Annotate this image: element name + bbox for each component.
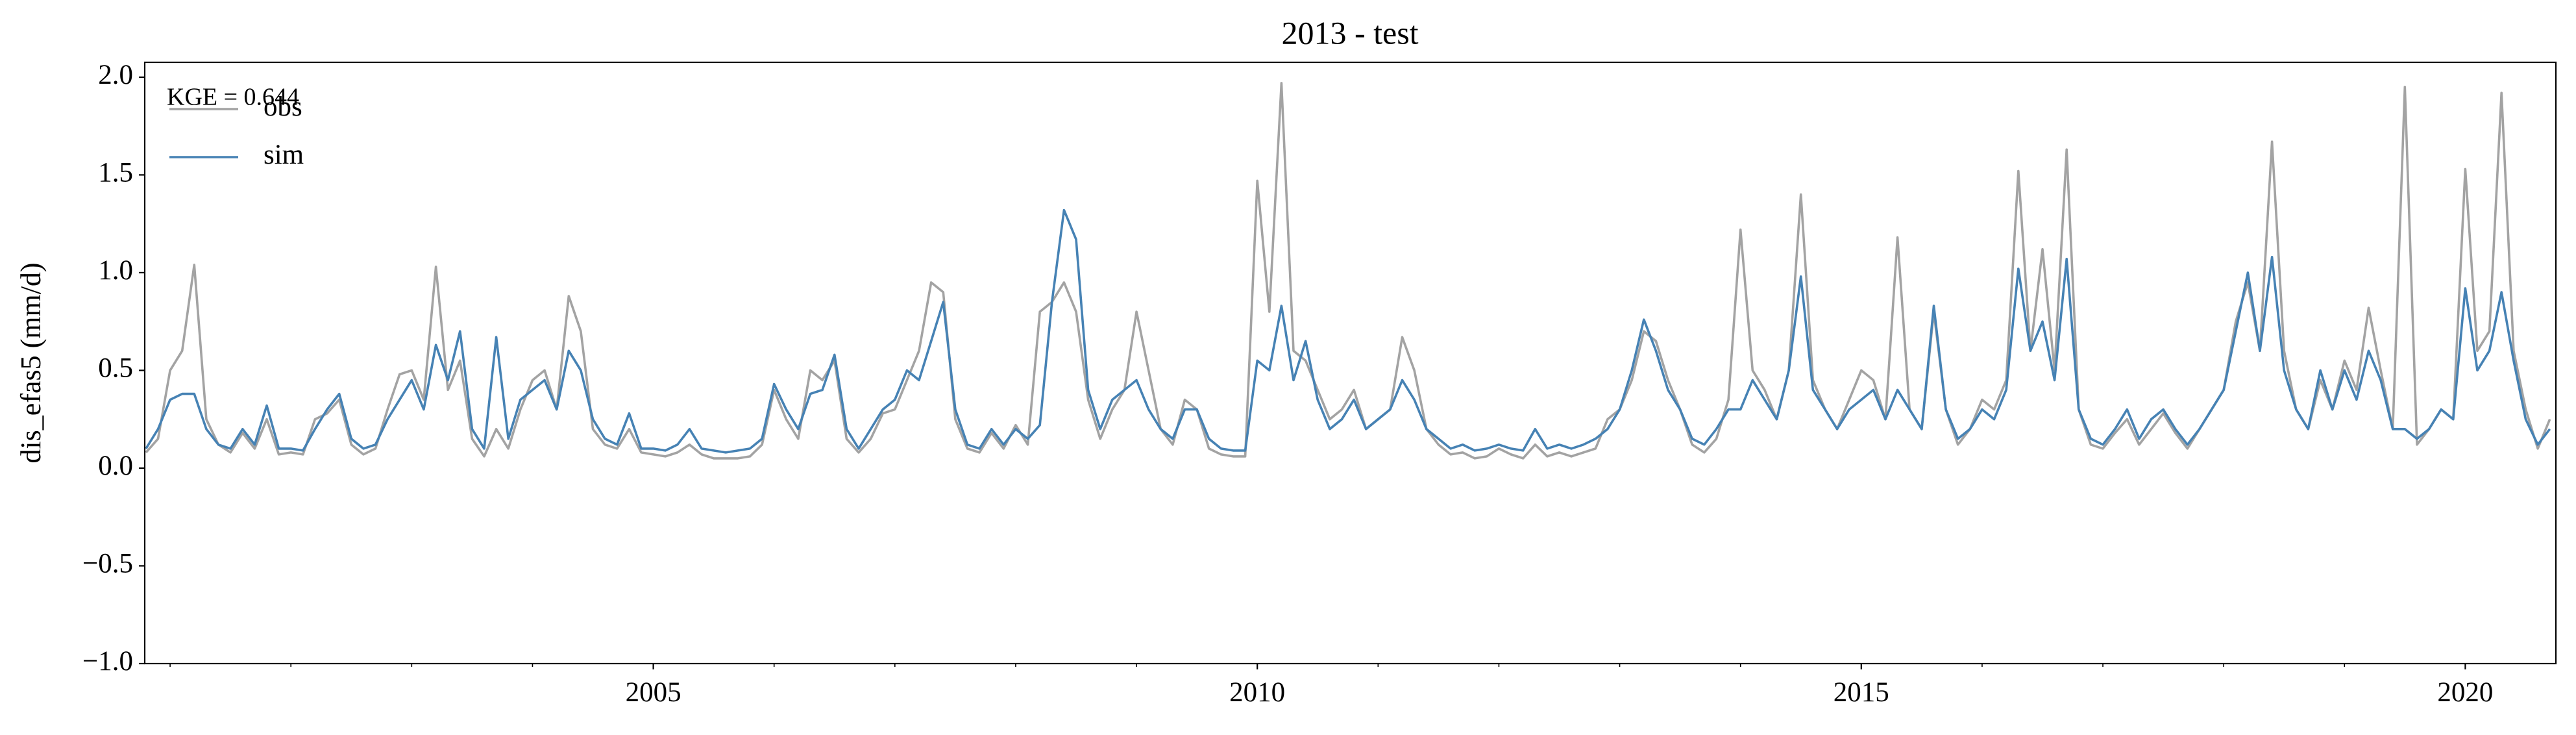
y-tick-label: 0.5 [98, 353, 133, 383]
chart-title: 2013 - test [1281, 14, 1418, 51]
x-tick-label: 2015 [1834, 677, 1889, 708]
series-line [145, 82, 2551, 460]
y-tick-label: 1.5 [98, 157, 133, 188]
y-tick-label: 0.0 [98, 451, 133, 481]
legend-label: obs [264, 92, 302, 122]
plot-frame [143, 61, 2557, 665]
series-line [145, 208, 2551, 454]
y-tick-label: 1.0 [98, 255, 133, 286]
x-tick-label: 2010 [1229, 677, 1285, 708]
x-tick-label: 2005 [626, 677, 681, 708]
annotation: KGE = 0.644 [167, 84, 299, 111]
y-axis-label: dis_efas5 (mm/d) [15, 262, 47, 463]
y-tick-label: 2.0 [98, 60, 133, 90]
y-tick-label: −1.0 [82, 646, 133, 677]
legend-label: sim [264, 140, 304, 170]
x-tick-label: 2020 [2437, 677, 2493, 708]
y-tick-label: −0.5 [82, 548, 133, 579]
